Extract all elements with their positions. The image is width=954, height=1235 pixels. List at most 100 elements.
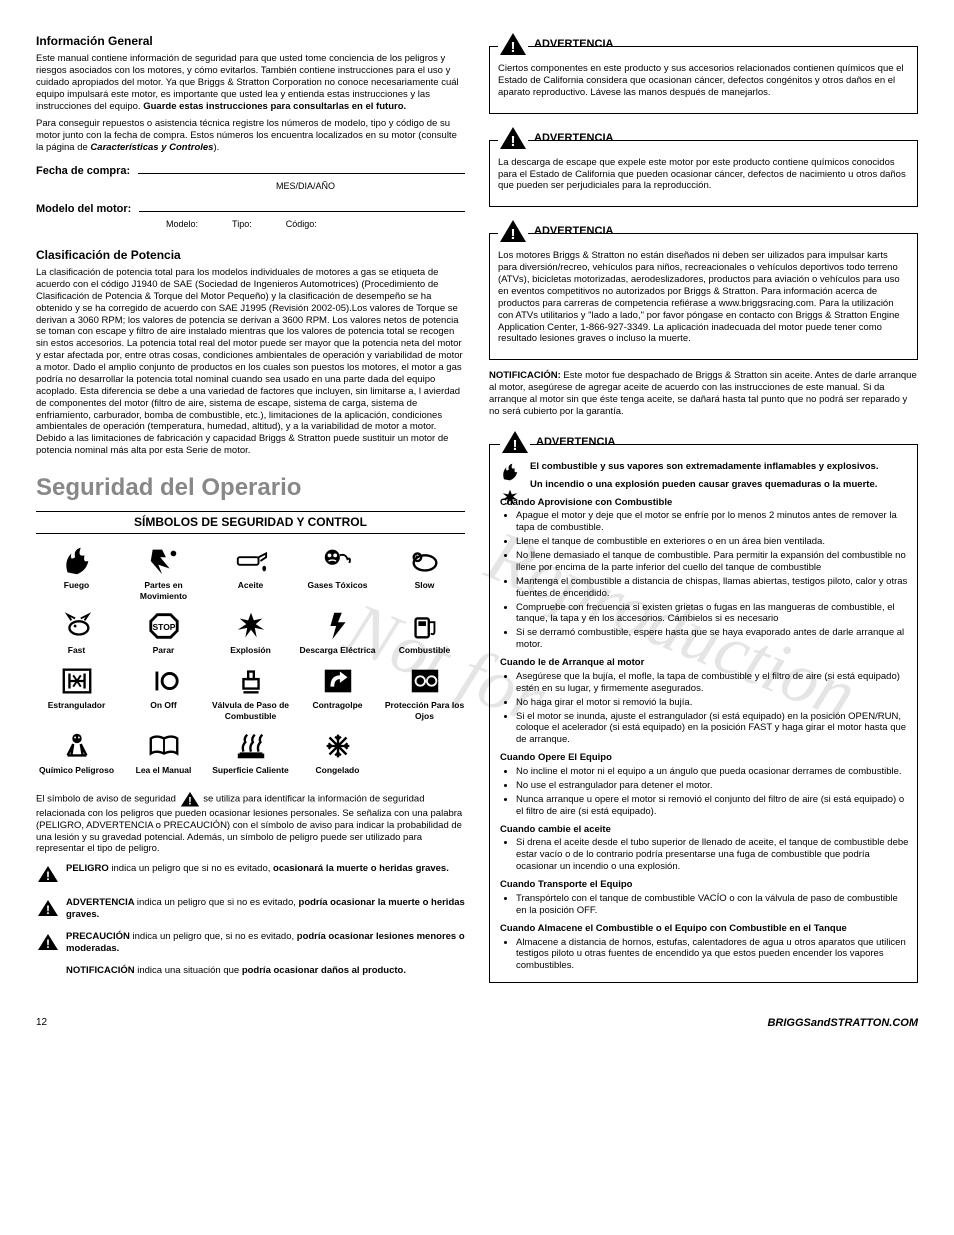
sec2-list: Asegúrese que la bujía, el mofle, la tap… [516,671,909,746]
explosion-icon [498,487,522,513]
adv-box-1: !ADVERTENCIA Ciertos componentes en este… [489,46,918,114]
sym-quimico: Químico Peligroso [36,729,117,776]
sym-aceite: Aceite [210,544,291,601]
sym-empty [384,729,465,776]
notificacion-paragraph: NOTIFICACIÓN: Este motor fue despachado … [489,370,918,418]
adv3-body: Los motores Briggs & Stratton no están d… [498,250,909,345]
sym-slow: Slow [384,544,465,601]
sec3-title: Cuando Opere El Equipo [500,752,909,764]
adv4-b1: El combustible y sus vapores son extrema… [530,461,909,473]
list-item: Nunca arranque u opere el motor si remov… [516,794,909,818]
modelo-sublabels: Modelo:Tipo:Código: [166,219,465,230]
footer-url: BRIGGSandSTRATTON.COM [767,1017,918,1031]
modelo-label: Modelo del motor: [36,203,131,217]
sec5-title: Cuando Transporte el Equipo [500,879,909,891]
sym-descarga: Descarga Eléctrica [297,609,378,656]
svg-text:!: ! [511,133,516,150]
sec2-title: Cuando le de Arranque al motor [500,657,909,669]
svg-text:!: ! [511,39,516,56]
simbolos-title: SÍMBOLOS DE SEGURIDAD Y CONTROL [36,511,465,534]
sym-valvula: Válvula de Paso de Combustible [210,664,291,721]
list-item: Apague el motor y deje que el motor se e… [516,510,909,534]
adv-box-3: !ADVERTENCIA Los motores Briggs & Stratt… [489,233,918,360]
adv-box-2: !ADVERTENCIA La descarga de escape que e… [489,140,918,208]
sec1-list: Apague el motor y deje que el motor se e… [516,510,909,651]
warning-icon: ! [36,931,60,957]
sec4-title: Cuando cambie el aceite [500,824,909,836]
notificacion-row: NOTIFICACIÓN indica una situación que po… [36,965,465,991]
warning-icon: ! [36,863,60,889]
info-general-p1: Este manual contiene información de segu… [36,53,465,112]
svg-text:!: ! [46,937,50,951]
adv4-b2: Un incendio o una explosión pueden causa… [530,479,909,491]
sec4-list: Si drena el aceite desde el tubo superio… [516,837,909,873]
list-item: Llene el tanque de combustible en exteri… [516,536,909,548]
sym-estrangulador: Estrangulador [36,664,117,721]
sym-gases: Gases Tóxicos [297,544,378,601]
svg-text:!: ! [46,903,50,917]
list-item: Si se derramó combustible, espere hasta … [516,627,909,651]
sym-parar: STOPParar [123,609,204,656]
warning-icon: ! [498,125,528,153]
sym-superficie: Superficie Caliente [210,729,291,776]
precaucion-row: ! PRECAUCIÓN indica un peligro que, si n… [36,931,465,957]
sym-onoff: On Off [123,664,204,721]
sym-congelado: Congelado [297,729,378,776]
info-general-p2: Para conseguir repuestos o asistencia té… [36,118,465,154]
list-item: Asegúrese que la bujía, el mofle, la tap… [516,671,909,695]
warning-icon: ! [36,897,60,923]
info-general-title: Información General [36,34,465,49]
svg-text:!: ! [46,869,50,883]
sec3-list: No incline el motor ni el equipo a un án… [516,766,909,818]
modelo-line[interactable] [139,198,465,212]
fecha-line[interactable] [138,160,465,174]
sym-proteccion: Protección Para los Ojos [384,664,465,721]
sym-partes: Partes en Movimiento [123,544,204,601]
list-item: No haga girar el motor si removió la buj… [516,697,909,709]
adv-title: ADVERTENCIA [534,132,613,146]
symbol-grid: Fuego Partes en Movimiento Aceite Gases … [36,544,465,776]
right-column: ! ADVERTENCIA Ciertos componentes en este… [489,28,918,999]
svg-text:!: ! [513,437,518,454]
svg-text:!: ! [188,795,192,807]
fecha-row: Fecha de compra: [36,160,465,179]
seguridad-title: Seguridad del Operario [36,473,465,503]
fecha-sublabel: MES/DIA/AÑO [146,181,465,192]
warning-icon: ! [498,31,528,59]
peligro-row: ! PELIGRO indica un peligro que si no es… [36,863,465,889]
sym-paragraph: El símbolo de aviso de seguridad ! se ut… [36,790,465,856]
svg-text:!: ! [511,226,516,243]
left-column: Información General Este manual contiene… [36,28,465,999]
sym-fuego: Fuego [36,544,117,601]
clasif-body: La clasificación de potencia total para … [36,267,465,457]
sec5-list: Transpórtelo con el tanque de combustibl… [516,893,909,917]
adv-title: ADVERTENCIA [534,38,613,52]
list-item: Almacene a distancia de hornos, estufas,… [516,937,909,973]
sec6-title: Cuando Almacene el Combustible o el Equi… [500,923,909,935]
sym-combustible: Combustible [384,609,465,656]
adv-title: ADVERTENCIA [536,436,615,450]
list-item: Compruebe con frecuencia si existen grie… [516,602,909,626]
page-columns: Información General Este manual contiene… [36,28,918,999]
sec1-title: Cuando Aprovisione con Combustible [500,497,909,509]
inline-warning-icon: ! [179,790,201,808]
list-item: No llene demasiado el tanque de combusti… [516,550,909,574]
fire-icon [498,461,522,487]
sec6-list: Almacene a distancia de hornos, estufas,… [516,937,909,973]
sym-explosion: Explosión [210,609,291,656]
page-number: 12 [36,1017,47,1031]
list-item: No incline el motor ni el equipo a un án… [516,766,909,778]
modelo-row: Modelo del motor: [36,198,465,217]
sym-fast: Fast [36,609,117,656]
warning-icon: ! [498,218,528,246]
list-item: Si el motor se inunda, ajuste el estrang… [516,711,909,747]
svg-text:STOP: STOP [152,622,175,632]
fecha-label: Fecha de compra: [36,165,130,179]
adv1-body: Ciertos componentes en este producto y s… [498,63,909,99]
list-item: Mantenga el combustible a distancia de c… [516,576,909,600]
clasif-title: Clasificación de Potencia [36,248,465,263]
list-item: Si drena el aceite desde el tubo superio… [516,837,909,873]
adv-box-fuel: !ADVERTENCIA El combustible y sus vapore… [489,444,918,983]
advertencia-row: ! ADVERTENCIA indica un peligro que si n… [36,897,465,923]
adv-title: ADVERTENCIA [534,225,613,239]
